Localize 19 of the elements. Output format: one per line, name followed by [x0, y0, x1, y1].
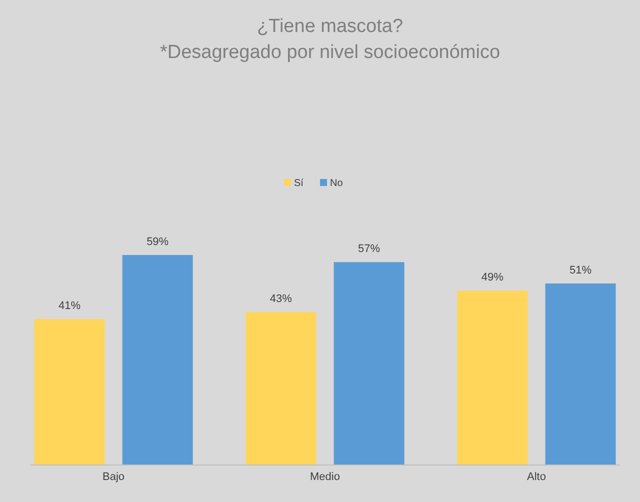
- x-tick-label: Alto: [526, 471, 546, 484]
- chart-subtitle: *Desagregado por nivel socioeconómico: [160, 42, 500, 63]
- data-label: 51%: [570, 264, 592, 276]
- bar: [34, 319, 105, 465]
- data-label: 59%: [146, 236, 169, 248]
- data-label: 41%: [58, 300, 81, 312]
- bar: [545, 283, 616, 465]
- bar: [246, 312, 316, 465]
- x-tick-label: Medio: [310, 471, 340, 484]
- chart-title: ¿Tiene mascota?: [256, 16, 404, 37]
- data-label: 57%: [358, 243, 380, 256]
- data-label: 49%: [481, 272, 504, 284]
- bar: [334, 262, 404, 465]
- data-label: 43%: [270, 292, 292, 305]
- bar: [122, 255, 193, 465]
- legend-label: Sí: [294, 178, 304, 189]
- x-tick-label: Bajo: [102, 471, 125, 484]
- bar: [457, 290, 528, 465]
- legend-label: No: [330, 178, 344, 189]
